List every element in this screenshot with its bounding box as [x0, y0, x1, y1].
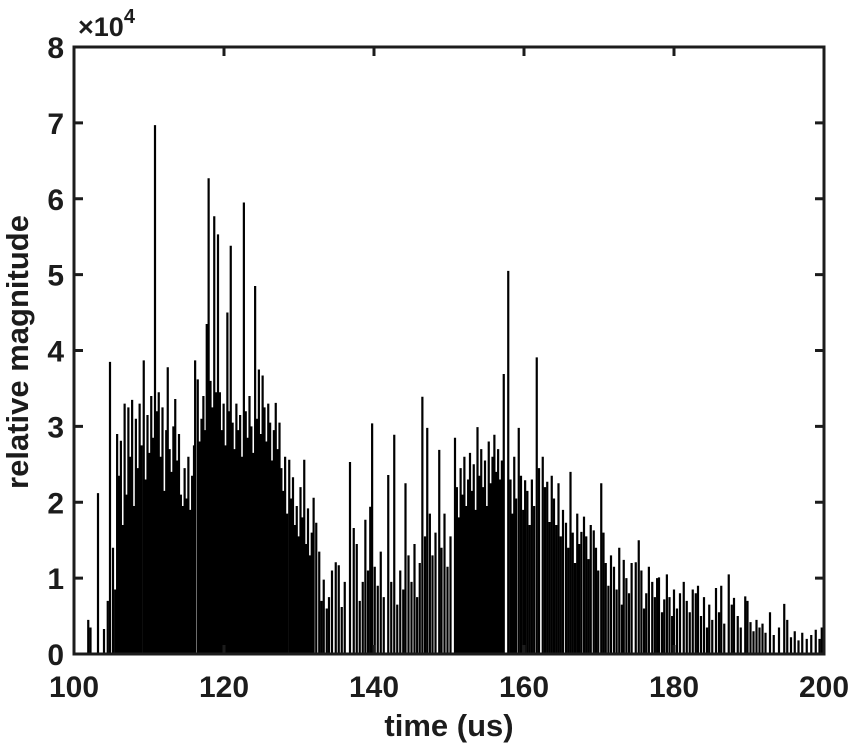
y-tick-label-5: 5	[47, 260, 64, 293]
x-axis-title: time (us)	[384, 708, 513, 743]
y-tick-label-0: 0	[47, 639, 64, 672]
y-tick-label-2: 2	[47, 487, 64, 520]
y-tick-label-3: 3	[47, 411, 64, 444]
y-tick-label-7: 7	[47, 108, 64, 141]
x-tick-label-140: 140	[349, 671, 399, 704]
x-tick-label-180: 180	[649, 671, 699, 704]
y-tick-label-8: 8	[47, 32, 64, 65]
y-tick-label-4: 4	[47, 336, 64, 369]
x-tick-label-100: 100	[49, 671, 99, 704]
y-tick-label-6: 6	[47, 184, 64, 217]
axis-ticks	[72, 45, 826, 656]
x-tick-label-200: 200	[799, 671, 849, 704]
x-tick-label-160: 160	[499, 671, 549, 704]
signal-spikes	[87, 125, 823, 654]
y-axis-title: relative magnitude	[0, 215, 35, 489]
x-tick-label-120: 120	[199, 671, 249, 704]
y-axis-multiplier-label: ×104	[78, 6, 136, 42]
y-tick-label-1: 1	[47, 563, 64, 596]
